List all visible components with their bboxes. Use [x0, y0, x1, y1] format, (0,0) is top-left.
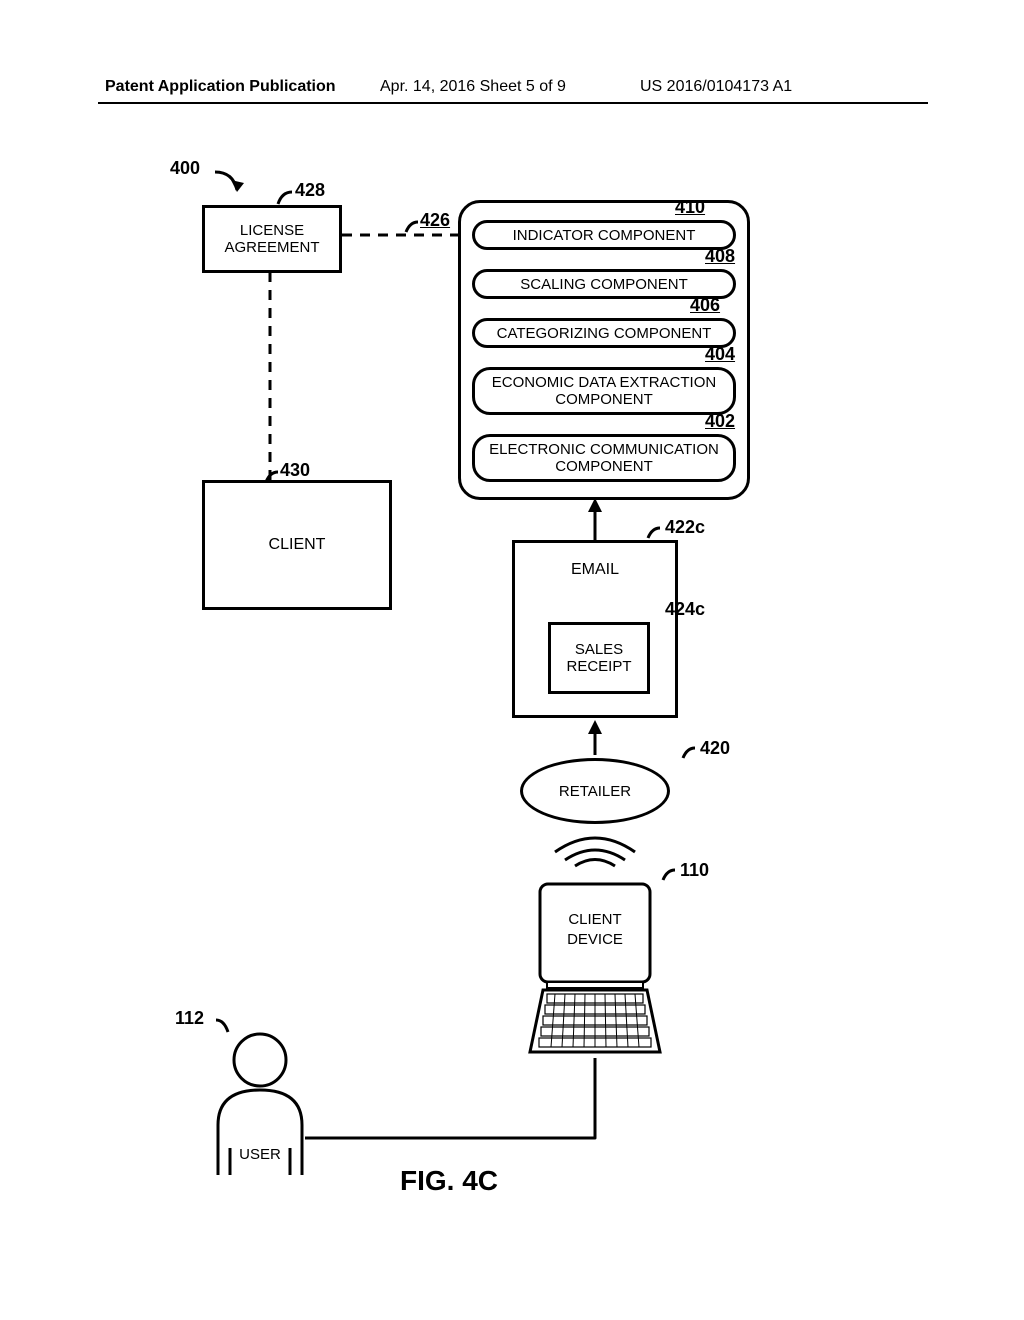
ref-424c: 424c	[665, 599, 705, 620]
ref-404: 404	[705, 344, 735, 365]
electronic-line2: COMPONENT	[555, 458, 653, 475]
figure-caption: FIG. 4C	[400, 1165, 498, 1197]
scaling-label: SCALING COMPONENT	[520, 276, 688, 293]
ref-410: 410	[675, 197, 705, 218]
email-label: EMAIL	[571, 561, 619, 579]
ref-428: 428	[295, 180, 325, 201]
electronic-component: ELECTRONIC COMMUNICATION COMPONENT	[472, 434, 736, 482]
page: Patent Application Publication Apr. 14, …	[0, 0, 1024, 1320]
client-box: CLIENT	[202, 480, 392, 610]
laptop-icon: CLIENT DEVICE	[525, 882, 665, 1057]
client-device-line1: CLIENT	[568, 911, 621, 928]
retailer-label: RETAILER	[559, 783, 631, 800]
ref-112: 112	[175, 1008, 204, 1029]
license-line1: LICENSE	[240, 222, 304, 239]
indicator-label: INDICATOR COMPONENT	[513, 227, 696, 244]
ref-400: 400	[170, 158, 200, 179]
ref-406: 406	[690, 295, 720, 316]
license-line2: AGREEMENT	[224, 239, 319, 256]
ref-422c: 422c	[665, 517, 705, 538]
header-left: Patent Application Publication	[105, 78, 336, 96]
sales-receipt-box: SALES RECEIPT	[548, 622, 650, 694]
user-label-svg: USER	[239, 1146, 281, 1163]
categorizing-label: CATEGORIZING COMPONENT	[497, 325, 712, 342]
header-right: US 2016/0104173 A1	[640, 78, 792, 96]
categorizing-component: CATEGORIZING COMPONENT	[472, 318, 736, 348]
ref-420: 420	[700, 738, 730, 759]
sales-receipt-line1: SALES	[575, 641, 623, 658]
indicator-component: INDICATOR COMPONENT	[472, 220, 736, 250]
user-figure: USER	[200, 1030, 320, 1180]
ref-110: 110	[680, 860, 709, 881]
license-agreement-box: LICENSE AGREEMENT	[202, 205, 342, 273]
electronic-line1: ELECTRONIC COMMUNICATION	[489, 441, 719, 458]
header-mid: Apr. 14, 2016 Sheet 5 of 9	[380, 78, 566, 96]
economic-line2: COMPONENT	[555, 391, 653, 408]
client-device-line2: DEVICE	[567, 931, 623, 948]
client-label: CLIENT	[269, 536, 326, 554]
client-device: CLIENT DEVICE	[525, 882, 665, 1057]
diagram-fig-4c: 400	[140, 150, 900, 1210]
header-rule	[98, 102, 928, 104]
sales-receipt-line2: RECEIPT	[566, 658, 631, 675]
retailer-oval: RETAILER	[520, 758, 670, 824]
economic-component: ECONOMIC DATA EXTRACTION COMPONENT	[472, 367, 736, 415]
ref-426: 426	[420, 210, 450, 231]
economic-line1: ECONOMIC DATA EXTRACTION	[492, 374, 716, 391]
ref-430: 430	[280, 460, 310, 481]
user-icon: USER	[200, 1030, 320, 1180]
ref-408: 408	[705, 246, 735, 267]
ref-402: 402	[705, 411, 735, 432]
